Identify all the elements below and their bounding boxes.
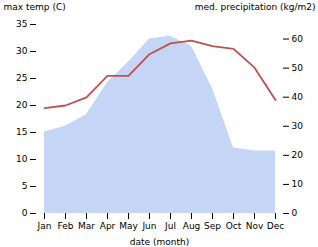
svg-text:20: 20	[292, 150, 304, 160]
svg-text:35: 35	[16, 19, 27, 29]
svg-text:50: 50	[292, 63, 304, 73]
svg-text:Apr: Apr	[100, 221, 116, 231]
svg-text:Jul: Jul	[164, 221, 176, 231]
svg-text:40: 40	[292, 92, 304, 102]
svg-text:5: 5	[22, 181, 28, 191]
svg-text:20: 20	[16, 100, 28, 110]
svg-text:30: 30	[292, 121, 304, 131]
svg-text:May: May	[119, 221, 138, 231]
svg-text:25: 25	[16, 73, 27, 83]
svg-text:30: 30	[16, 46, 28, 56]
svg-text:Mar: Mar	[78, 221, 95, 231]
svg-text:10: 10	[16, 154, 28, 164]
svg-text:date (month): date (month)	[130, 237, 189, 247]
svg-text:15: 15	[16, 127, 27, 137]
svg-text:med. precipitation (kg/m2): med. precipitation (kg/m2)	[195, 2, 316, 12]
svg-text:Jun: Jun	[141, 221, 156, 231]
svg-text:0: 0	[292, 208, 298, 218]
svg-text:Dec: Dec	[267, 221, 284, 231]
svg-text:Oct: Oct	[226, 221, 242, 231]
svg-text:Nov: Nov	[246, 221, 264, 231]
svg-text:Sep: Sep	[204, 221, 221, 231]
svg-text:Feb: Feb	[58, 221, 74, 231]
svg-text:10: 10	[292, 179, 304, 189]
svg-text:0: 0	[22, 208, 28, 218]
svg-text:max temp (C): max temp (C)	[4, 2, 66, 12]
svg-text:Aug: Aug	[183, 221, 201, 231]
svg-text:60: 60	[292, 34, 304, 44]
svg-text:Jan: Jan	[37, 221, 52, 231]
